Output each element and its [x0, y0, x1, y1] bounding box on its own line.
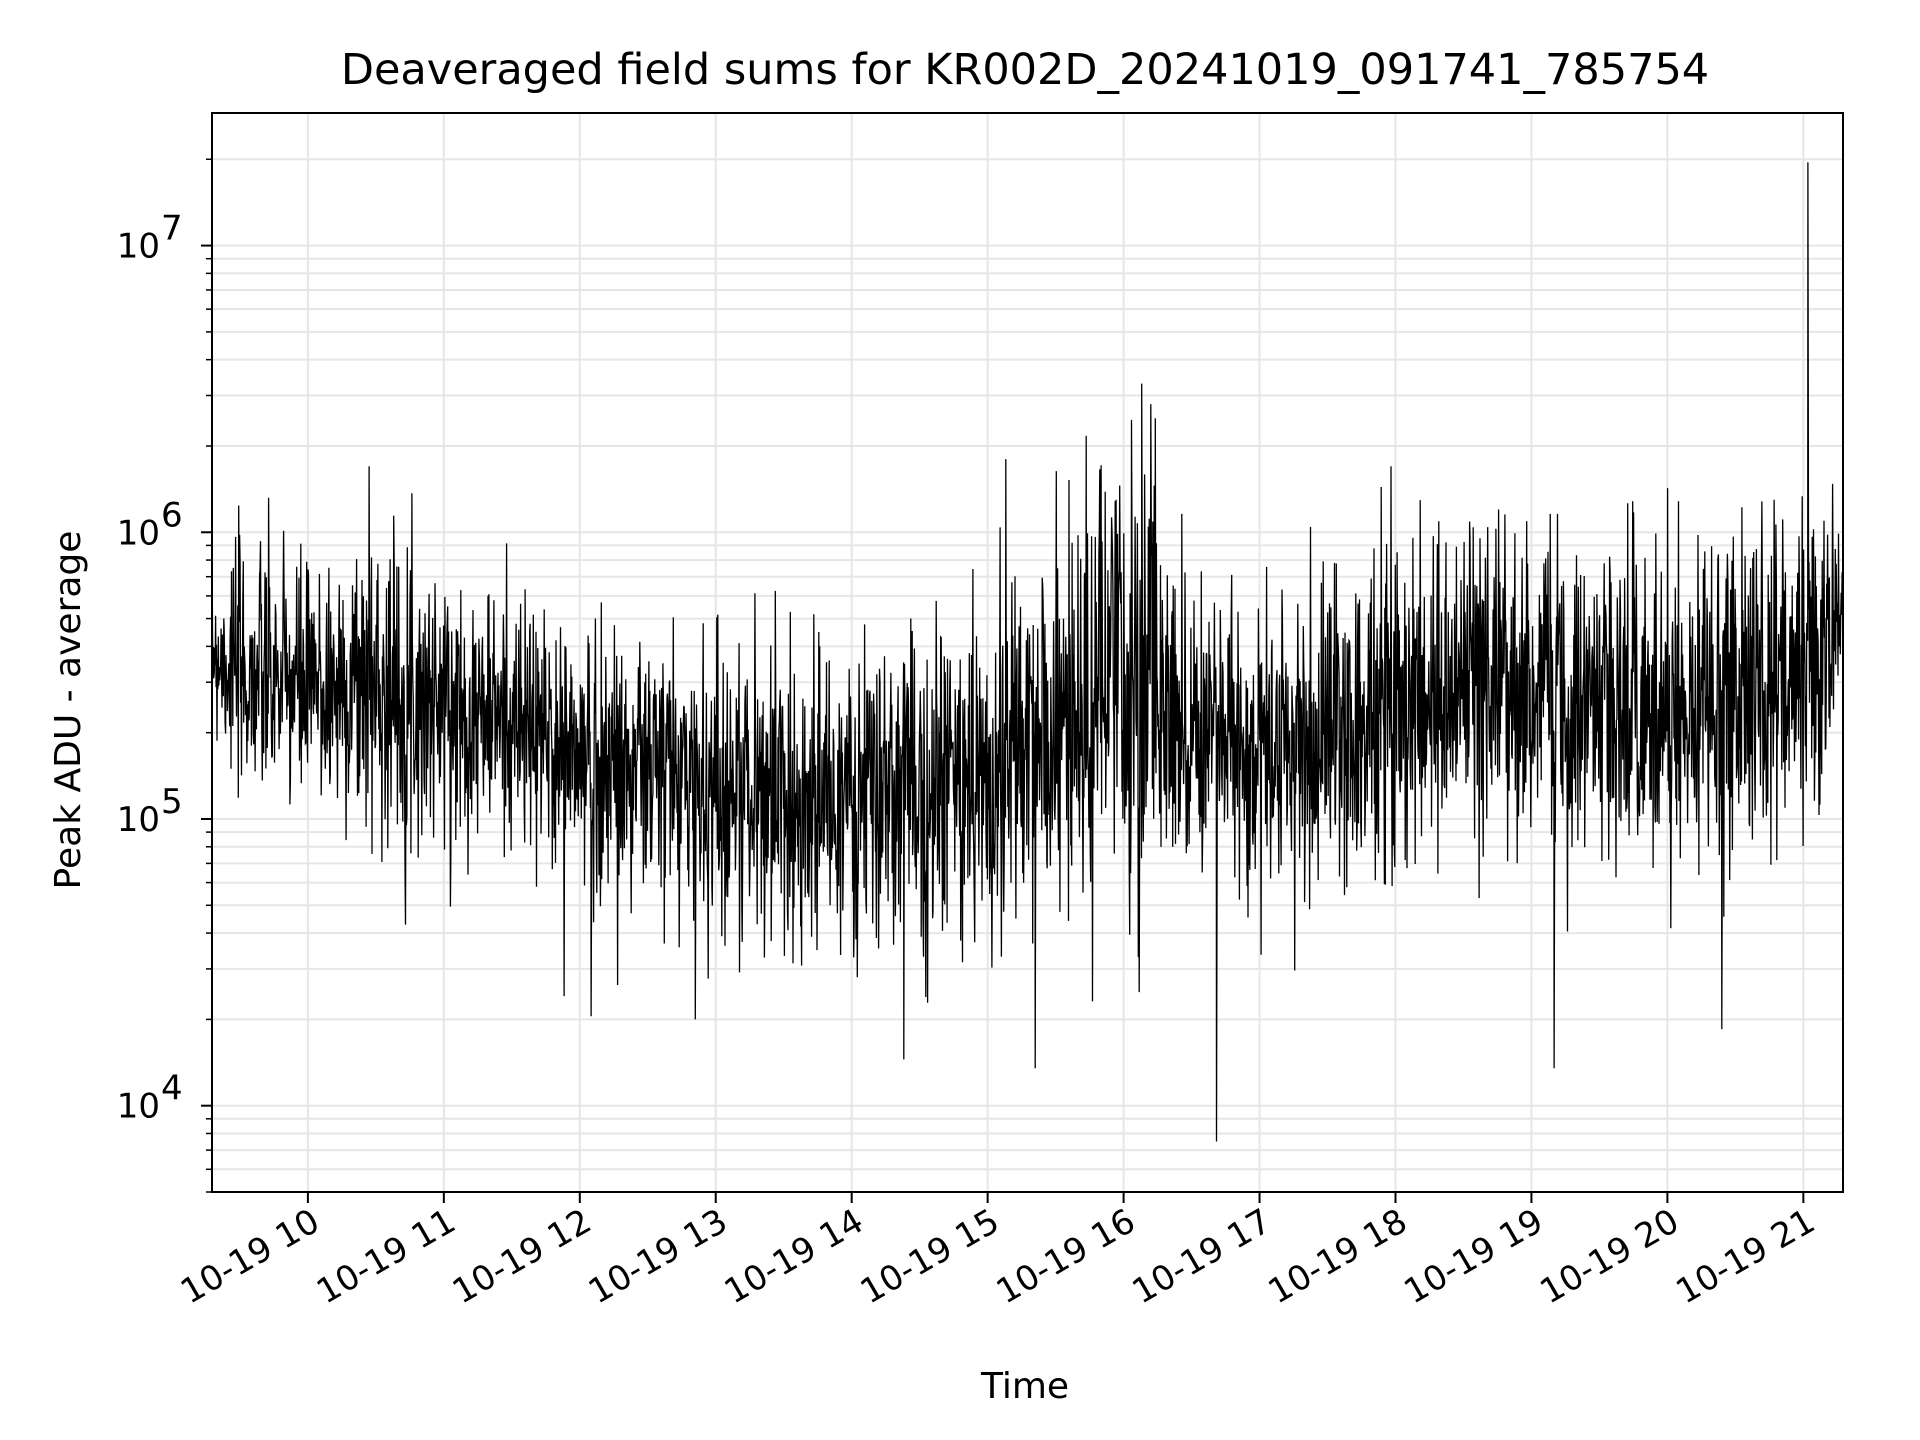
y-tick-label: 10 — [117, 800, 160, 840]
y-tick-label: 10 — [117, 1087, 160, 1127]
chart-title: Deaveraged field sums for KR002D_2024101… — [341, 45, 1709, 95]
y-axis-title: Peak ADU - average — [48, 531, 89, 890]
plot-frame — [211, 112, 1844, 1193]
data-line — [211, 162, 1844, 1142]
y-tick-label: 10 — [117, 513, 160, 553]
y-tick-label-exponent: 4 — [161, 1069, 183, 1109]
y-tick-label-exponent: 6 — [161, 495, 183, 535]
x-axis-title: Time — [980, 1366, 1069, 1407]
y-tick-label-exponent: 5 — [161, 782, 183, 822]
grid — [212, 113, 1843, 1193]
series-line — [211, 162, 1844, 1142]
y-tick-label: 10 — [117, 227, 160, 267]
y-tick-label-exponent: 7 — [161, 209, 183, 249]
